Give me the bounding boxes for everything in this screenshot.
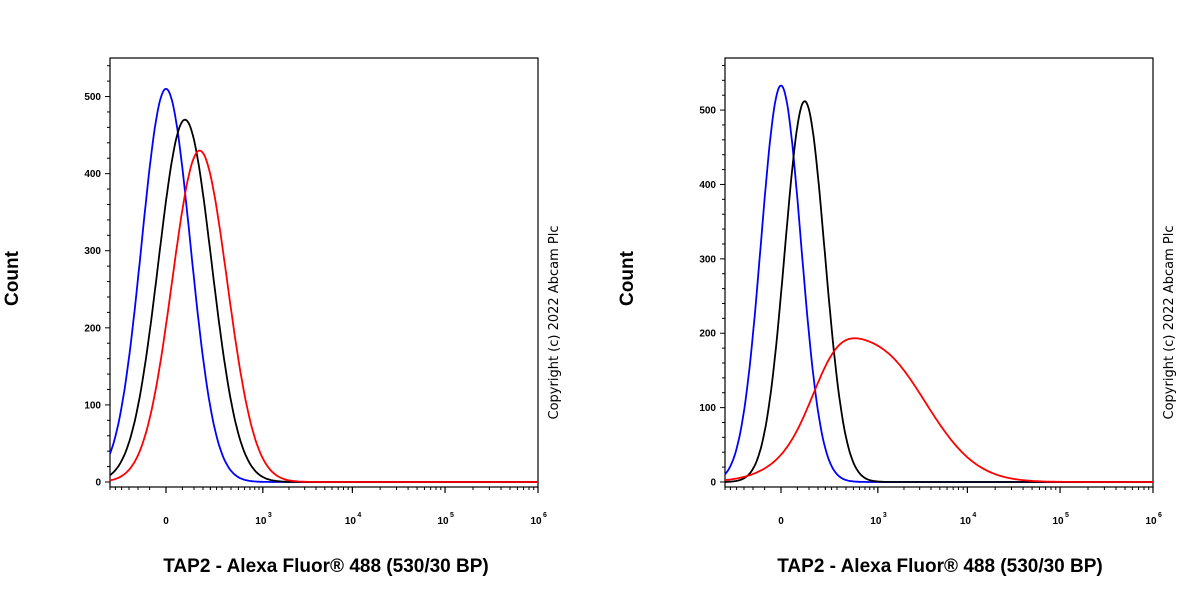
y-tick-label: 400 — [84, 169, 101, 180]
x-axis-title: TAP2 - Alexa Fluor® 488 (530/30 BP) — [777, 556, 1103, 577]
x-tick-label: 10 — [530, 516, 542, 527]
histogram-series-2 — [109, 149, 538, 483]
y-tick-label: 0 — [710, 478, 716, 489]
x-tick-label: 10 — [437, 516, 449, 527]
copyright-annotation: Copyright (c) 2022 Abcam Plc — [1162, 226, 1177, 420]
x-tick-exponent: 5 — [450, 512, 454, 519]
x-tick-label: 0 — [778, 516, 784, 527]
x-tick-label: 10 — [960, 516, 972, 527]
plot-frame — [724, 57, 1154, 488]
plot-frame — [109, 57, 539, 488]
y-tick-label: 300 — [699, 254, 716, 265]
x-tick-exponent: 6 — [543, 512, 547, 519]
x-tick-exponent: 5 — [1065, 512, 1069, 519]
copyright-annotation: Copyright (c) 2022 Abcam Plc — [547, 226, 562, 420]
y-tick-label: 500 — [84, 92, 101, 103]
y-tick-label: 400 — [699, 180, 716, 191]
y-tick-label: 100 — [699, 403, 716, 414]
histogram-series-1 — [109, 118, 538, 483]
y-tick-label: 200 — [84, 323, 101, 334]
x-tick-exponent: 6 — [1158, 512, 1162, 519]
y-tick-label: 200 — [699, 329, 716, 340]
y-tick-label: 500 — [699, 106, 716, 117]
x-tick-label: 10 — [1145, 516, 1157, 527]
y-tick-label: 300 — [84, 246, 101, 257]
x-tick-exponent: 4 — [357, 512, 361, 519]
x-tick-label: 10 — [255, 516, 267, 527]
x-tick-label: 10 — [870, 516, 882, 527]
y-tick-label: 100 — [84, 400, 101, 411]
histogram-series-2 — [724, 337, 1153, 483]
x-tick-label: 10 — [345, 516, 357, 527]
y-tick-label: 0 — [95, 478, 101, 489]
x-axis-title: TAP2 - Alexa Fluor® 488 (530/30 BP) — [163, 556, 489, 577]
y-axis-title: Count — [617, 250, 638, 306]
x-tick-label: 10 — [1052, 516, 1064, 527]
x-tick-exponent: 4 — [972, 512, 976, 519]
x-tick-exponent: 3 — [883, 512, 887, 519]
x-tick-exponent: 3 — [268, 512, 272, 519]
y-axis-title: Count — [2, 250, 23, 306]
x-tick-label: 0 — [163, 516, 169, 527]
